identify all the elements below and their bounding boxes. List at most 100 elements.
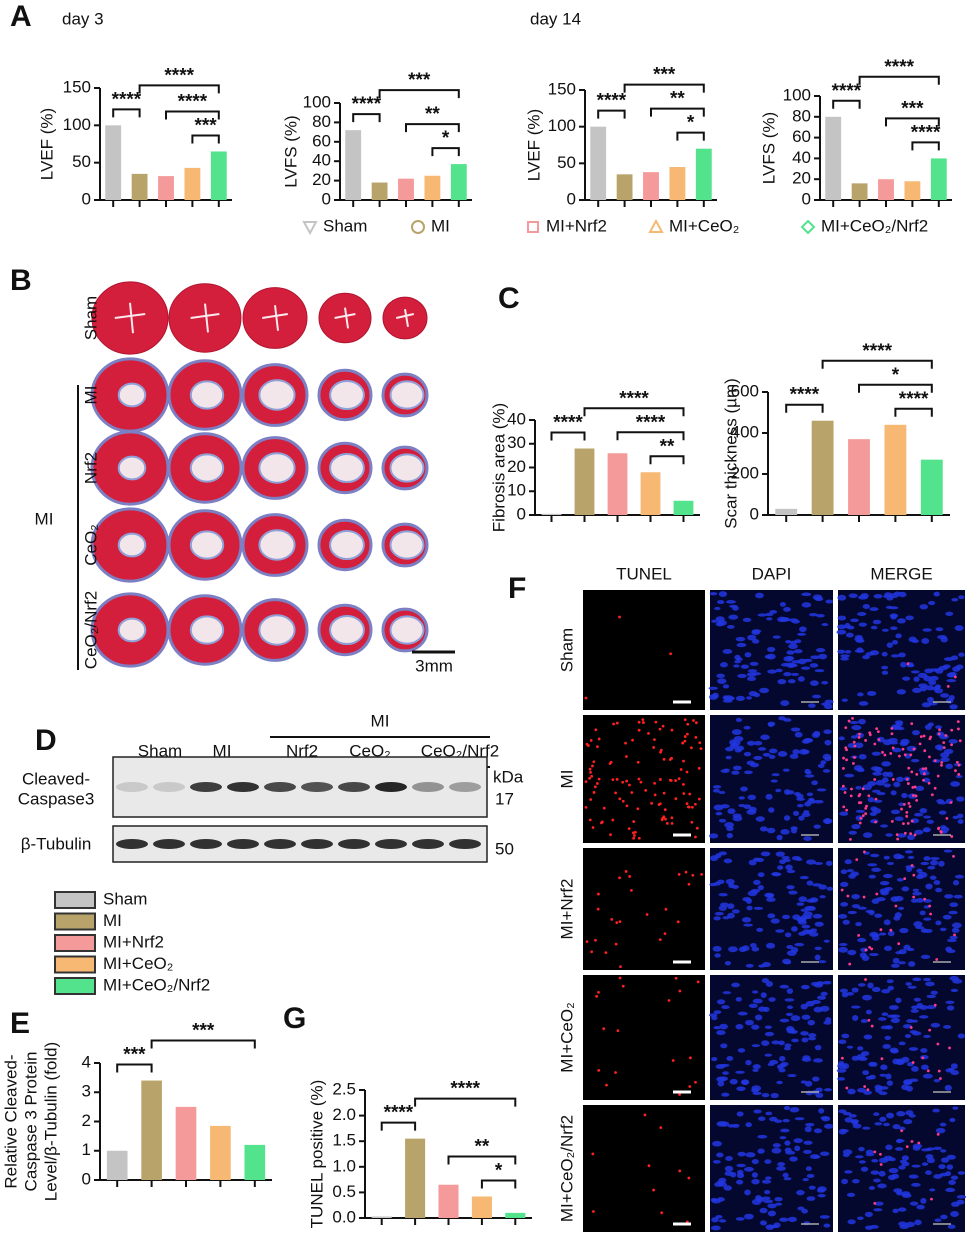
bar bbox=[930, 158, 947, 200]
nucleus bbox=[873, 799, 883, 803]
tunel-signal bbox=[683, 735, 687, 738]
significance-bracket bbox=[894, 407, 933, 417]
nucleus bbox=[872, 771, 882, 776]
tunel-signal bbox=[864, 806, 868, 810]
tunel-signal bbox=[910, 722, 914, 726]
tunel-signal bbox=[596, 907, 600, 911]
lane-label: MI bbox=[213, 741, 232, 760]
micrograph bbox=[583, 590, 705, 710]
significance-label: **** bbox=[450, 1079, 480, 1100]
nucleus bbox=[744, 1166, 754, 1172]
nucleus bbox=[837, 615, 847, 621]
nucleus bbox=[746, 740, 756, 746]
nucleus bbox=[878, 1091, 888, 1096]
heart-lumen bbox=[258, 529, 296, 561]
tunel-signal bbox=[597, 777, 601, 781]
nucleus bbox=[825, 860, 833, 866]
nucleus bbox=[737, 673, 747, 679]
nucleus bbox=[726, 624, 735, 629]
nucleus bbox=[895, 633, 902, 639]
tunel-signal bbox=[910, 1140, 914, 1143]
tunel-signal bbox=[875, 727, 879, 731]
legend-label: Sham bbox=[323, 216, 367, 235]
tunel-signal bbox=[933, 786, 937, 790]
y-tick-label: 0 bbox=[82, 189, 91, 208]
tunel-signal bbox=[864, 739, 868, 742]
nucleus bbox=[928, 679, 937, 686]
nucleus bbox=[756, 1196, 765, 1202]
nucleus bbox=[912, 687, 922, 694]
significance-label: **** bbox=[164, 65, 194, 86]
nucleus bbox=[886, 979, 894, 984]
tunel-signal bbox=[694, 835, 697, 839]
nucleus bbox=[869, 1224, 879, 1229]
nucleus bbox=[727, 808, 736, 815]
significance-label: **** bbox=[597, 91, 627, 112]
nucleus bbox=[747, 634, 757, 641]
tunel-signal bbox=[591, 1152, 595, 1156]
nucleus bbox=[841, 992, 849, 998]
tunel-signal bbox=[879, 1163, 883, 1166]
y-tick-label: 0 bbox=[322, 189, 331, 208]
nucleus bbox=[952, 666, 961, 672]
nucleus bbox=[712, 1140, 723, 1147]
tunel-signal bbox=[619, 965, 622, 968]
nucleus bbox=[717, 620, 727, 626]
nucleus bbox=[859, 952, 867, 959]
nucleus bbox=[871, 898, 880, 904]
nucleus bbox=[906, 834, 916, 841]
nucleus bbox=[801, 1057, 812, 1062]
nucleus bbox=[738, 803, 746, 808]
nucleus bbox=[920, 861, 930, 866]
y-tick-label: 40 bbox=[312, 151, 331, 170]
nucleus bbox=[894, 816, 904, 822]
nucleus bbox=[804, 1080, 813, 1087]
tunel-signal bbox=[889, 752, 893, 755]
tunel-signal bbox=[700, 873, 703, 876]
significance-label: * bbox=[442, 128, 450, 149]
nucleus bbox=[919, 1005, 928, 1010]
nucleus bbox=[747, 669, 758, 673]
nucleus bbox=[847, 1219, 856, 1225]
y-tick-label: 100 bbox=[548, 116, 576, 135]
nucleus bbox=[851, 724, 862, 731]
tunel-signal bbox=[615, 777, 619, 781]
significance-label: ** bbox=[660, 436, 675, 457]
nucleus bbox=[805, 1000, 815, 1007]
nucleus bbox=[824, 1123, 834, 1129]
nucleus bbox=[896, 1111, 906, 1117]
nucleus bbox=[820, 1005, 830, 1012]
y-tick-label: 4 bbox=[82, 1052, 91, 1071]
nucleus bbox=[898, 652, 906, 658]
nucleus bbox=[725, 600, 736, 604]
nucleus bbox=[817, 1186, 827, 1192]
tunel-signal bbox=[618, 876, 621, 880]
tunel-signal bbox=[877, 738, 881, 742]
nucleus bbox=[767, 1210, 777, 1217]
nucleus bbox=[785, 1012, 794, 1017]
bar bbox=[878, 179, 894, 200]
nucleus bbox=[824, 739, 832, 746]
nucleus bbox=[736, 1111, 744, 1117]
nucleus bbox=[857, 906, 867, 910]
nucleus bbox=[722, 648, 733, 655]
nucleus bbox=[896, 833, 907, 838]
heart-lumen bbox=[117, 617, 147, 643]
nucleus bbox=[954, 625, 964, 631]
nucleus bbox=[937, 801, 947, 805]
nucleus bbox=[785, 639, 792, 644]
nucleus bbox=[783, 815, 791, 821]
tunel-signal bbox=[903, 753, 907, 757]
tunel-signal bbox=[691, 873, 695, 877]
tunel-signal bbox=[615, 721, 619, 725]
tunel-signal bbox=[910, 819, 914, 823]
nucleus bbox=[945, 763, 953, 769]
nucleus bbox=[814, 861, 823, 865]
nucleus bbox=[896, 689, 906, 695]
nucleus bbox=[755, 592, 764, 599]
nucleus bbox=[777, 1162, 786, 1167]
nucleus bbox=[746, 905, 753, 911]
nucleus bbox=[714, 953, 721, 958]
y-tick-label: 80 bbox=[312, 112, 331, 131]
tunel-signal bbox=[594, 938, 597, 942]
